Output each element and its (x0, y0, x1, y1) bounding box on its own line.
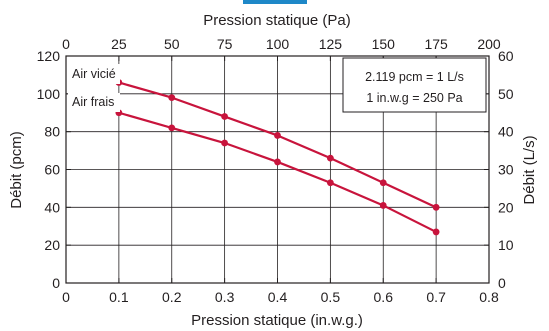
x-bottom-tick-label: 0.6 (374, 289, 394, 305)
x-bottom-tick-label: 0.5 (321, 289, 341, 305)
data-point-air-frais (379, 202, 387, 209)
y-left-tick-label: 40 (44, 199, 60, 215)
tick-labels: 0 0.1 0.2 0.3 0.4 0.5 0.6 0.7 0.80 25 50 75 100 125 15… (37, 36, 514, 305)
x-top-tick-label: 50 (164, 36, 180, 52)
series-label-air-frais: Air frais (72, 95, 114, 109)
series-group (115, 79, 440, 236)
y-right-tick-label: 50 (498, 86, 514, 102)
plot-frame (65, 55, 490, 284)
y-left-tick-label: 80 (44, 124, 60, 140)
x-top-tick-label: 150 (372, 36, 396, 52)
data-point-air-frais (432, 228, 440, 236)
x-top-tick-label: 25 (111, 36, 127, 52)
y-left-tick-label: 100 (37, 86, 61, 102)
y-right-axis-title: Débit (L/s) (521, 135, 538, 204)
x-bottom-axis-title: Pression statique (in.w.g.) (191, 312, 363, 329)
data-point-air-vicie (432, 203, 440, 211)
data-point-air-frais (274, 158, 281, 166)
x-bottom-tick-label: 0.3 (215, 289, 235, 305)
y-left-axis-title: Débit (pcm) (8, 131, 25, 209)
y-right-tick-label: 0 (498, 275, 506, 291)
annotation-line-2: 1 in.w.g = 250 Pa (366, 91, 462, 105)
y-right-tick-label: 60 (498, 48, 514, 64)
data-point-air-vicie (168, 94, 176, 102)
y-right-tick-label: 40 (498, 124, 514, 140)
x-bottom-tick-label: 0.4 (268, 289, 288, 305)
data-point-air-vicie (379, 179, 387, 187)
series-label-group: Air vicié Air frais (68, 64, 120, 112)
data-point-air-vicie (326, 154, 334, 162)
x-bottom-tick-label: 0.1 (109, 289, 129, 305)
x-bottom-tick-label: 0 (62, 289, 70, 305)
y-left-tick-label: 0 (52, 275, 60, 291)
x-top-tick-label: 0 (62, 36, 70, 52)
data-point-air-frais (221, 139, 229, 147)
data-point-air-frais (326, 179, 334, 187)
y-right-tick-label: 30 (498, 162, 514, 178)
data-point-air-vicie (221, 113, 229, 120)
series-label-air-vicie: Air vicié (72, 67, 116, 81)
x-top-tick-label: 100 (266, 36, 290, 52)
x-top-axis-title: Pression statique (Pa) (203, 12, 351, 29)
y-left-tick-label: 20 (44, 237, 60, 253)
y-left-tick-label: 120 (37, 48, 61, 64)
x-top-tick-label: 200 (477, 36, 501, 52)
y-right-tick-label: 20 (498, 199, 514, 215)
x-bottom-tick-label: 0.7 (426, 289, 446, 305)
x-bottom-tick-label: 0.2 (162, 289, 182, 305)
y-left-tick-label: 60 (44, 162, 60, 178)
x-bottom-tick-label: 0.8 (479, 289, 499, 305)
annotation-box: 2.119 pcm = 1 L/s 1 in.w.g = 250 Pa (342, 57, 487, 113)
x-top-tick-label: 125 (319, 36, 343, 52)
x-top-tick-label: 75 (217, 36, 233, 52)
y-right-tick-label: 10 (498, 237, 514, 253)
x-top-tick-label: 175 (424, 36, 448, 52)
data-point-air-vicie (274, 132, 281, 139)
annotation-line-1: 2.119 pcm = 1 L/s (365, 70, 464, 84)
data-point-air-frais (168, 124, 176, 132)
top-accent-bar (243, 0, 307, 4)
